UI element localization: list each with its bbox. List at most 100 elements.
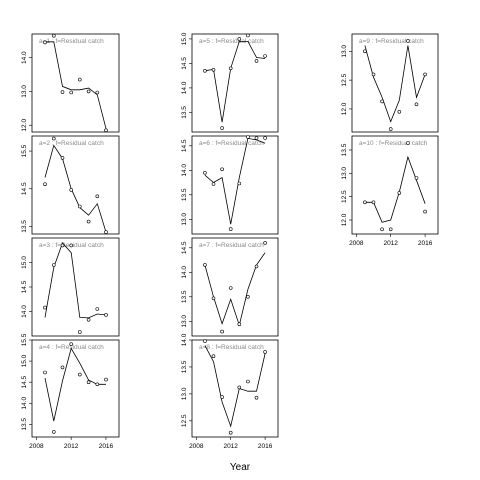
data-point: [228, 66, 233, 71]
data-point: [371, 200, 376, 205]
data-point: [51, 33, 56, 38]
data-point: [220, 395, 224, 399]
x-tick-label: 2008: [349, 240, 364, 247]
data-point: [388, 227, 393, 232]
data-point: [220, 329, 224, 334]
data-point: [246, 135, 250, 139]
y-tick-label: 13.0: [181, 387, 188, 400]
panel-label: a=6 : f=Residual catch: [199, 140, 264, 147]
panel: a=7 : f=Residual catch 13.0 13.5 14.0 14.5: [181, 237, 279, 337]
data-point: [211, 182, 216, 186]
x-axis-title: Year: [230, 462, 251, 473]
data-point: [60, 156, 65, 160]
data-point: [60, 365, 65, 370]
data-point: [263, 350, 267, 354]
panel-frame: [31, 135, 120, 235]
data-point: [86, 219, 91, 224]
y-tick-label: 12.0: [341, 213, 348, 226]
panel-frame: [191, 33, 279, 133]
data-point: [380, 227, 384, 232]
fitted-line: [45, 41, 107, 129]
data-point: [69, 342, 73, 347]
y-tick-label: 13.0: [181, 213, 188, 226]
data-point: [397, 191, 402, 195]
y-tick-label: 14.0: [181, 81, 188, 94]
data-point: [95, 90, 100, 95]
y-tick-label: 14.0: [181, 266, 188, 279]
panel-label: a=8 : f=Residual catch: [199, 344, 264, 351]
data-point: [406, 141, 410, 145]
data-point: [203, 339, 207, 343]
y-tick-label: 13.5: [21, 418, 28, 431]
y-tick-label: 15.0: [181, 32, 188, 45]
data-point: [220, 167, 224, 172]
y-tick-label: 14.5: [181, 57, 188, 70]
y-tick-label: 12.0: [21, 119, 28, 132]
panel-label: a=4 : f=Residual catch: [39, 344, 104, 351]
panel: a=5 : f=Residual catch 13.5 14.0 14.5 15.0: [181, 32, 279, 133]
data-point: [95, 382, 100, 387]
data-point: [60, 90, 65, 94]
fitted-line: [204, 41, 266, 123]
data-point: [388, 127, 393, 131]
data-point: [203, 171, 207, 175]
data-point: [371, 72, 376, 77]
data-point: [228, 227, 233, 231]
y-tick-label: 14.0: [21, 305, 28, 318]
data-point: [51, 430, 56, 434]
data-point: [263, 136, 267, 140]
data-point: [95, 307, 100, 311]
data-point: [78, 77, 82, 82]
data-point: [263, 54, 267, 58]
panel: a=2 : f=Residual catch 13.5 14.5 15.5: [21, 135, 120, 235]
x-tick-label: 2008: [189, 443, 204, 450]
data-point: [237, 181, 242, 186]
y-tick-label: 14.0: [181, 333, 188, 346]
panel-frame: [191, 135, 279, 235]
y-tick-label: 13.5: [181, 360, 188, 373]
panel: a=6 : f=Residual catch 13.0 13.5 14.0 14.5: [181, 135, 279, 235]
fitted-line: [44, 242, 107, 319]
y-tick-label: 13.0: [181, 315, 188, 328]
y-tick-label: 13.5: [181, 290, 188, 303]
y-tick-label: 14.0: [21, 397, 28, 410]
panel-label: a=9 : f=Residual catch: [359, 38, 424, 45]
data-point: [254, 264, 259, 269]
data-point: [414, 102, 419, 107]
y-tick-label: 13.5: [181, 188, 188, 201]
fitted-line: [204, 252, 266, 327]
panel: a=10 : f=Residual catch 12.0 12.5 13.0 13.5 2…: [341, 135, 439, 247]
data-point: [423, 72, 427, 77]
panel-label: a=2 : f=Residual catch: [39, 140, 104, 147]
data-point: [211, 68, 216, 72]
data-point: [380, 99, 384, 104]
data-point: [254, 395, 259, 400]
fitted-line: [364, 155, 426, 223]
y-tick-label: 14.5: [21, 375, 28, 388]
y-tick-label: 13.5: [181, 106, 188, 119]
panel-frame: [191, 237, 279, 337]
y-tick-label: 13.5: [341, 143, 348, 156]
data-point: [263, 241, 267, 245]
panel-frame: [31, 339, 120, 438]
data-point: [414, 176, 419, 180]
data-point: [211, 354, 216, 359]
data-point: [43, 305, 47, 310]
fitted-line: [44, 144, 107, 233]
data-point: [203, 69, 207, 73]
x-tick-label: 2012: [383, 240, 398, 247]
data-point: [228, 286, 233, 290]
data-point: [254, 136, 259, 140]
data-point: [211, 296, 216, 301]
x-tick-label: 2008: [29, 443, 44, 450]
panel-frame: [351, 135, 439, 235]
y-tick-label: 13.0: [21, 85, 28, 98]
panel-label: a=5 : f=Residual catch: [199, 38, 264, 45]
data-point: [51, 136, 56, 141]
x-tick-label: 2012: [64, 443, 79, 450]
y-tick-label: 15.0: [21, 256, 28, 269]
data-point: [104, 313, 108, 317]
y-tick-label: 14.5: [21, 280, 28, 293]
panel-frame: [31, 33, 120, 133]
